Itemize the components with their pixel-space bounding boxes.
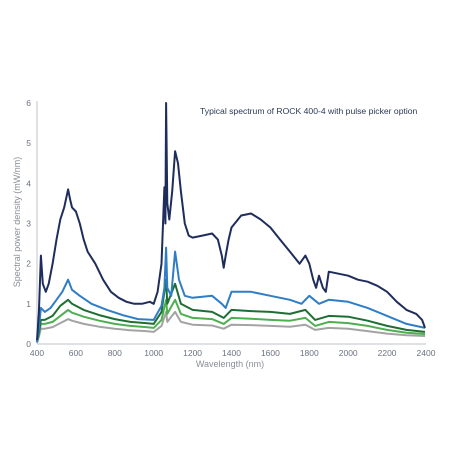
series-line xyxy=(36,278,426,343)
y-tick-label: 2 xyxy=(26,259,31,269)
series-line xyxy=(36,246,426,343)
y-axis-title: Spectral power density (mW/nm) xyxy=(12,157,22,288)
x-tick-label: 600 xyxy=(69,348,83,358)
series-lines xyxy=(36,102,426,344)
x-tick-label: 1000 xyxy=(144,348,163,358)
y-tick-label: 5 xyxy=(26,138,31,148)
series-line xyxy=(36,298,426,343)
x-tick-label: 800 xyxy=(108,348,122,358)
y-tick-label: 0 xyxy=(26,339,31,349)
y-tick-label: 1 xyxy=(26,299,31,309)
x-tick-label: 1200 xyxy=(183,348,202,358)
x-tick-label: 2200 xyxy=(378,348,397,358)
x-tick-label: 1600 xyxy=(261,348,280,358)
axes xyxy=(36,101,426,345)
series-line xyxy=(36,310,426,344)
x-tick-label: 400 xyxy=(30,348,44,358)
tick-labels: 400 600 800 1000 1200 1400 1600 1800 2000 2200 240… xyxy=(26,98,435,358)
x-tick-label: 1800 xyxy=(300,348,319,358)
y-tick-label: 6 xyxy=(26,98,31,108)
y-tick-label: 4 xyxy=(26,178,31,188)
series-line xyxy=(36,102,426,341)
chart-title: Typical spectrum of ROCK 400-4 with puls… xyxy=(200,106,418,116)
y-tick-label: 3 xyxy=(26,219,31,229)
x-axis-title: Wavelength (nm) xyxy=(196,359,264,369)
x-tick-label: 2000 xyxy=(339,348,358,358)
x-tick-label: 2400 xyxy=(417,348,436,358)
x-tick-label: 1400 xyxy=(222,348,241,358)
